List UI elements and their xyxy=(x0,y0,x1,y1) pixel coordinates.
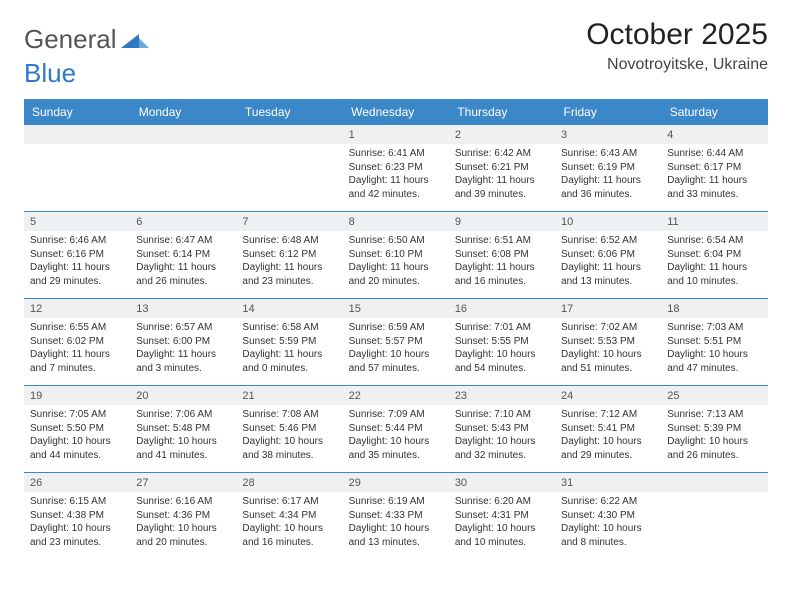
dow-header: Monday xyxy=(130,99,236,125)
day-number: 1 xyxy=(343,125,449,144)
calendar-table: SundayMondayTuesdayWednesdayThursdayFrid… xyxy=(24,99,768,559)
day-detail xyxy=(24,144,130,212)
day-number: 2 xyxy=(449,125,555,144)
day-detail: Sunrise: 6:16 AMSunset: 4:36 PMDaylight:… xyxy=(130,492,236,559)
day-detail: Sunrise: 6:55 AMSunset: 6:02 PMDaylight:… xyxy=(24,318,130,386)
day-number: 14 xyxy=(236,299,342,319)
day-number: 12 xyxy=(24,299,130,319)
day-number: 6 xyxy=(130,212,236,232)
day-detail: Sunrise: 6:52 AMSunset: 6:06 PMDaylight:… xyxy=(555,231,661,299)
day-detail: Sunrise: 6:19 AMSunset: 4:33 PMDaylight:… xyxy=(343,492,449,559)
day-detail: Sunrise: 6:43 AMSunset: 6:19 PMDaylight:… xyxy=(555,144,661,212)
location: Novotroyitske, Ukraine xyxy=(586,56,768,74)
day-detail: Sunrise: 7:10 AMSunset: 5:43 PMDaylight:… xyxy=(449,405,555,473)
logo-text-1: General xyxy=(24,24,117,55)
day-number: 28 xyxy=(236,473,342,493)
day-detail: Sunrise: 7:06 AMSunset: 5:48 PMDaylight:… xyxy=(130,405,236,473)
day-detail: Sunrise: 6:42 AMSunset: 6:21 PMDaylight:… xyxy=(449,144,555,212)
day-detail: Sunrise: 6:17 AMSunset: 4:34 PMDaylight:… xyxy=(236,492,342,559)
day-number: 18 xyxy=(661,299,767,319)
day-detail: Sunrise: 6:20 AMSunset: 4:31 PMDaylight:… xyxy=(449,492,555,559)
day-detail xyxy=(661,492,767,559)
day-detail: Sunrise: 7:01 AMSunset: 5:55 PMDaylight:… xyxy=(449,318,555,386)
day-detail: Sunrise: 6:15 AMSunset: 4:38 PMDaylight:… xyxy=(24,492,130,559)
day-number xyxy=(236,125,342,144)
day-detail: Sunrise: 6:51 AMSunset: 6:08 PMDaylight:… xyxy=(449,231,555,299)
day-detail: Sunrise: 7:03 AMSunset: 5:51 PMDaylight:… xyxy=(661,318,767,386)
day-detail: Sunrise: 6:44 AMSunset: 6:17 PMDaylight:… xyxy=(661,144,767,212)
day-number xyxy=(661,473,767,493)
day-detail: Sunrise: 6:47 AMSunset: 6:14 PMDaylight:… xyxy=(130,231,236,299)
day-detail: Sunrise: 6:54 AMSunset: 6:04 PMDaylight:… xyxy=(661,231,767,299)
logo-icon xyxy=(121,24,149,55)
day-number: 16 xyxy=(449,299,555,319)
day-detail: Sunrise: 7:12 AMSunset: 5:41 PMDaylight:… xyxy=(555,405,661,473)
dow-header: Saturday xyxy=(661,99,767,125)
logo-text-2: Blue xyxy=(24,58,76,89)
day-detail xyxy=(236,144,342,212)
day-number: 21 xyxy=(236,386,342,406)
day-number: 15 xyxy=(343,299,449,319)
day-number: 8 xyxy=(343,212,449,232)
dow-header: Sunday xyxy=(24,99,130,125)
day-detail: Sunrise: 6:41 AMSunset: 6:23 PMDaylight:… xyxy=(343,144,449,212)
day-number: 23 xyxy=(449,386,555,406)
day-detail: Sunrise: 7:02 AMSunset: 5:53 PMDaylight:… xyxy=(555,318,661,386)
day-number: 31 xyxy=(555,473,661,493)
day-detail: Sunrise: 6:57 AMSunset: 6:00 PMDaylight:… xyxy=(130,318,236,386)
day-number: 17 xyxy=(555,299,661,319)
day-detail: Sunrise: 6:22 AMSunset: 4:30 PMDaylight:… xyxy=(555,492,661,559)
day-number: 25 xyxy=(661,386,767,406)
day-number: 9 xyxy=(449,212,555,232)
day-number: 4 xyxy=(661,125,767,144)
day-number: 11 xyxy=(661,212,767,232)
dow-header: Tuesday xyxy=(236,99,342,125)
day-detail: Sunrise: 6:48 AMSunset: 6:12 PMDaylight:… xyxy=(236,231,342,299)
day-number: 20 xyxy=(130,386,236,406)
dow-header: Friday xyxy=(555,99,661,125)
day-number xyxy=(130,125,236,144)
dow-header: Thursday xyxy=(449,99,555,125)
day-detail: Sunrise: 7:13 AMSunset: 5:39 PMDaylight:… xyxy=(661,405,767,473)
dow-header: Wednesday xyxy=(343,99,449,125)
day-number: 24 xyxy=(555,386,661,406)
day-detail: Sunrise: 6:50 AMSunset: 6:10 PMDaylight:… xyxy=(343,231,449,299)
logo: General xyxy=(24,18,151,55)
day-number: 13 xyxy=(130,299,236,319)
day-number: 27 xyxy=(130,473,236,493)
day-detail: Sunrise: 6:59 AMSunset: 5:57 PMDaylight:… xyxy=(343,318,449,386)
day-detail: Sunrise: 6:46 AMSunset: 6:16 PMDaylight:… xyxy=(24,231,130,299)
day-number: 22 xyxy=(343,386,449,406)
month-title: October 2025 xyxy=(586,18,768,52)
day-detail: Sunrise: 7:08 AMSunset: 5:46 PMDaylight:… xyxy=(236,405,342,473)
day-number: 5 xyxy=(24,212,130,232)
day-detail: Sunrise: 6:58 AMSunset: 5:59 PMDaylight:… xyxy=(236,318,342,386)
title-block: October 2025 Novotroyitske, Ukraine xyxy=(586,18,768,74)
day-number: 10 xyxy=(555,212,661,232)
day-number xyxy=(24,125,130,144)
day-number: 29 xyxy=(343,473,449,493)
day-detail xyxy=(130,144,236,212)
day-detail: Sunrise: 7:05 AMSunset: 5:50 PMDaylight:… xyxy=(24,405,130,473)
day-number: 30 xyxy=(449,473,555,493)
day-number: 26 xyxy=(24,473,130,493)
day-number: 3 xyxy=(555,125,661,144)
day-detail: Sunrise: 7:09 AMSunset: 5:44 PMDaylight:… xyxy=(343,405,449,473)
day-number: 7 xyxy=(236,212,342,232)
day-number: 19 xyxy=(24,386,130,406)
